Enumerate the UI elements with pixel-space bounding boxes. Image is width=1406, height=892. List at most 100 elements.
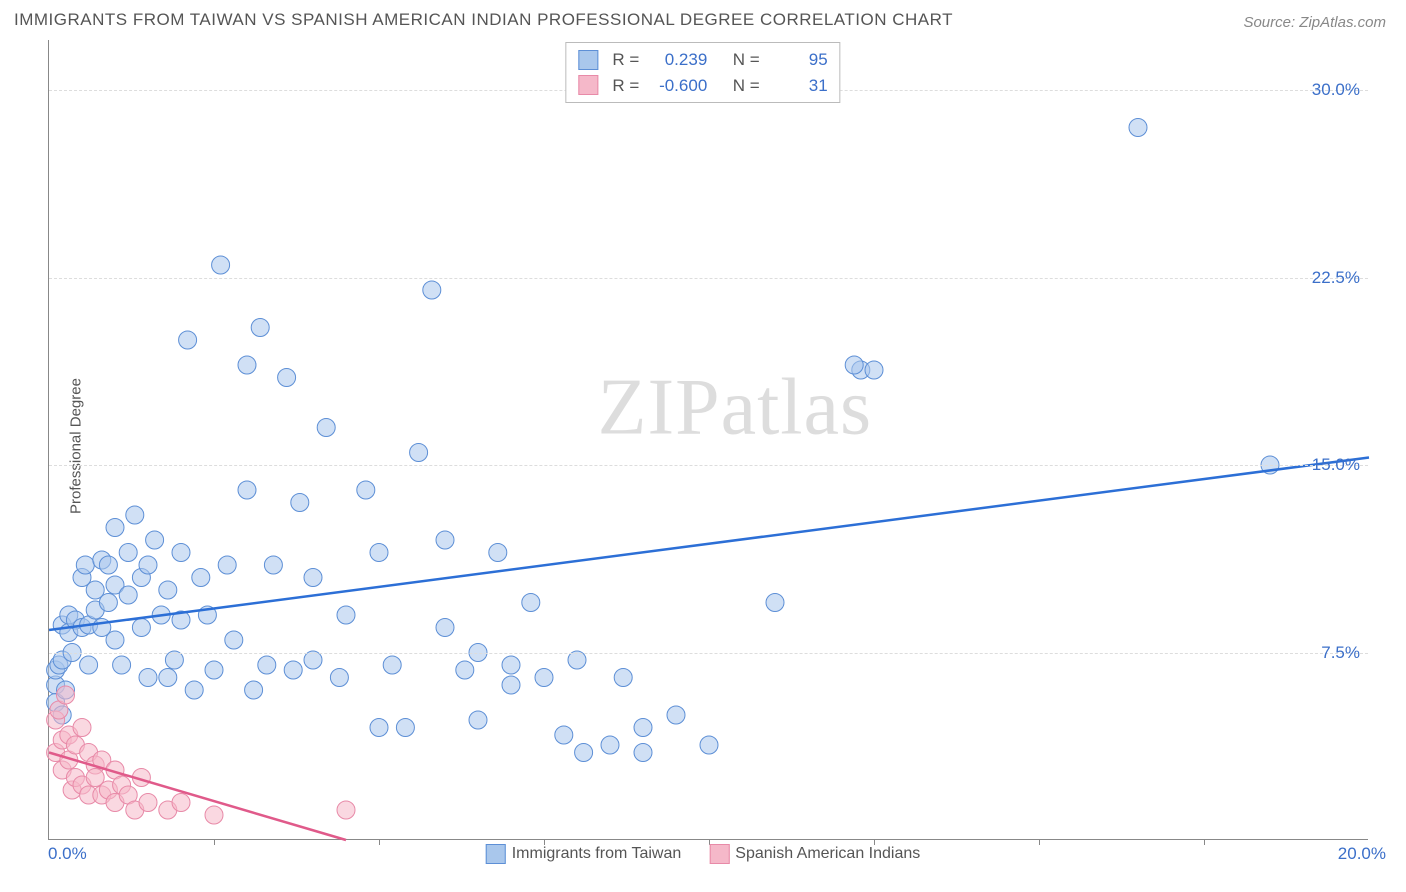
data-point <box>278 369 296 387</box>
source-attribution: Source: ZipAtlas.com <box>1243 14 1386 31</box>
data-point <box>126 506 144 524</box>
y-tick-label: 15.0% <box>1312 455 1360 475</box>
data-point <box>423 281 441 299</box>
data-point <box>700 736 718 754</box>
data-point <box>469 711 487 729</box>
data-point <box>522 594 540 612</box>
data-point <box>258 656 276 674</box>
data-point <box>317 419 335 437</box>
data-point <box>370 544 388 562</box>
data-point <box>172 794 190 812</box>
n-label: N = <box>733 47 760 73</box>
data-point <box>634 744 652 762</box>
legend-swatch <box>709 844 729 864</box>
data-point <box>139 669 157 687</box>
data-point <box>245 681 263 699</box>
data-point <box>165 651 183 669</box>
data-point <box>139 794 157 812</box>
data-point <box>337 606 355 624</box>
data-point <box>106 631 124 649</box>
data-point <box>284 661 302 679</box>
y-tick-label: 22.5% <box>1312 268 1360 288</box>
data-point <box>179 331 197 349</box>
data-point <box>766 594 784 612</box>
x-tick <box>1204 839 1205 845</box>
n-value: 95 <box>768 47 828 73</box>
data-point <box>57 686 75 704</box>
data-point <box>357 481 375 499</box>
data-point <box>383 656 401 674</box>
n-label: N = <box>733 73 760 99</box>
correlation-row: R = 0.239 N = 95 <box>578 47 827 73</box>
x-axis-min-label: 0.0% <box>48 844 87 864</box>
plot-area: ZIPatlas 7.5%15.0%22.5%30.0% <box>48 40 1368 840</box>
x-axis-max-label: 20.0% <box>1338 844 1386 864</box>
data-point <box>535 669 553 687</box>
data-point <box>172 544 190 562</box>
data-point <box>146 531 164 549</box>
chart-title: IMMIGRANTS FROM TAIWAN VS SPANISH AMERIC… <box>14 10 953 30</box>
y-tick-label: 30.0% <box>1312 80 1360 100</box>
data-point <box>304 651 322 669</box>
data-point <box>330 669 348 687</box>
data-point <box>436 531 454 549</box>
r-label: R = <box>612 47 639 73</box>
r-value: -0.600 <box>647 73 707 99</box>
legend-swatch <box>486 844 506 864</box>
gridline <box>49 278 1368 279</box>
data-point <box>436 619 454 637</box>
legend-swatch <box>578 75 598 95</box>
r-value: 0.239 <box>647 47 707 73</box>
data-point <box>304 569 322 587</box>
legend-item: Spanish American Indians <box>709 844 920 864</box>
data-point <box>113 656 131 674</box>
legend-label: Immigrants from Taiwan <box>512 845 682 862</box>
data-point <box>192 569 210 587</box>
data-point <box>238 481 256 499</box>
data-point <box>159 669 177 687</box>
y-tick-label: 7.5% <box>1321 643 1360 663</box>
data-point <box>667 706 685 724</box>
data-point <box>614 669 632 687</box>
data-point <box>76 556 94 574</box>
data-point <box>568 651 586 669</box>
data-point <box>1129 119 1147 137</box>
data-point <box>73 719 91 737</box>
data-point <box>225 631 243 649</box>
data-point <box>119 544 137 562</box>
data-point <box>370 719 388 737</box>
data-point <box>845 356 863 374</box>
data-point <box>396 719 414 737</box>
data-point <box>205 661 223 679</box>
x-tick <box>214 839 215 845</box>
data-point <box>218 556 236 574</box>
series-legend: Immigrants from Taiwan Spanish American I… <box>486 844 921 864</box>
scatter-svg <box>49 40 1368 839</box>
data-point <box>489 544 507 562</box>
gridline <box>49 465 1368 466</box>
correlation-row: R = -0.600 N = 31 <box>578 73 827 99</box>
data-point <box>410 444 428 462</box>
n-value: 31 <box>768 73 828 99</box>
data-point <box>106 519 124 537</box>
data-point <box>264 556 282 574</box>
data-point <box>502 676 520 694</box>
correlation-legend: R = 0.239 N = 95 R = -0.600 N = 31 <box>565 42 840 103</box>
data-point <box>212 256 230 274</box>
data-point <box>238 356 256 374</box>
data-point <box>99 556 117 574</box>
legend-swatch <box>578 50 598 70</box>
r-label: R = <box>612 73 639 99</box>
gridline <box>49 653 1368 654</box>
x-tick <box>379 839 380 845</box>
data-point <box>456 661 474 679</box>
data-point <box>555 726 573 744</box>
legend-item: Immigrants from Taiwan <box>486 844 682 864</box>
data-point <box>185 681 203 699</box>
data-point <box>119 586 137 604</box>
data-point <box>634 719 652 737</box>
data-point <box>575 744 593 762</box>
data-point <box>865 361 883 379</box>
data-point <box>80 656 98 674</box>
data-point <box>132 619 150 637</box>
